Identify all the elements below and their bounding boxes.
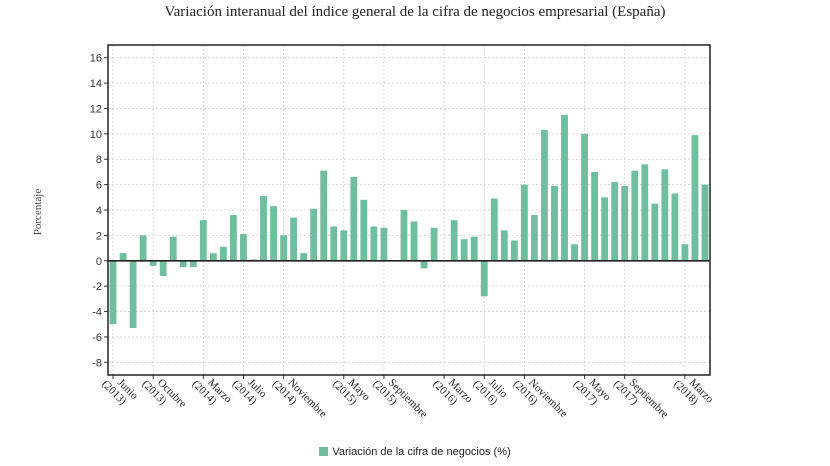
bar <box>701 184 709 261</box>
bar <box>460 239 468 261</box>
y-tick-label: 14 <box>90 78 102 90</box>
bar <box>330 226 338 261</box>
bar <box>290 217 298 261</box>
bar <box>591 171 599 261</box>
bar <box>270 206 277 261</box>
bar <box>470 236 478 261</box>
y-tick-label: 12 <box>90 103 102 115</box>
y-tick-label: 16 <box>90 53 102 65</box>
bar <box>581 133 588 261</box>
y-tick-label: 6 <box>96 180 102 192</box>
x-tick-label: Marzo(2018) <box>671 377 716 408</box>
bar <box>139 235 147 261</box>
bar <box>480 260 488 297</box>
bar <box>500 230 508 261</box>
bar <box>340 230 348 261</box>
bar <box>310 208 318 261</box>
y-tick-label: 2 <box>96 230 102 242</box>
x-tick-label: Marzo(2016) <box>430 377 475 408</box>
bar <box>169 236 177 261</box>
y-tick-label: 4 <box>96 205 102 217</box>
bar <box>661 169 669 261</box>
bar <box>320 170 328 261</box>
y-tick-label: -6 <box>92 332 102 344</box>
bar <box>179 260 187 268</box>
bar <box>601 197 609 261</box>
bar <box>571 244 578 261</box>
bar <box>651 203 659 261</box>
bar <box>109 260 117 325</box>
bar <box>541 130 548 261</box>
y-tick-label: 0 <box>96 256 102 268</box>
x-tick-label: Mayo(2015) <box>330 377 373 408</box>
x-tick-label: Octubre(2013) <box>139 377 188 411</box>
legend-swatch <box>319 447 329 456</box>
bar <box>561 114 568 261</box>
bar <box>350 177 358 261</box>
bar <box>149 260 157 266</box>
bar <box>621 185 629 261</box>
bar <box>219 246 227 261</box>
y-tick-label: 8 <box>96 154 102 166</box>
bar <box>380 227 388 261</box>
bar <box>420 260 428 269</box>
bar <box>199 220 207 261</box>
bar <box>240 234 247 261</box>
bar <box>300 253 308 261</box>
bar <box>641 164 649 261</box>
y-tick-label: -4 <box>92 307 102 319</box>
x-tick-label: Mayo(2017) <box>571 377 614 408</box>
x-tick-label: Septiembre(2017) <box>611 377 671 421</box>
bar <box>681 244 689 261</box>
bar <box>119 253 127 261</box>
bar <box>280 235 287 261</box>
bar-chart: 16 14 12 10 8 6 4 2 0 -2 -4 -6 -8 Junio(2013) Octubre(… <box>90 44 716 421</box>
x-tick-label: Marzo(2014) <box>190 377 235 408</box>
bar <box>189 260 197 268</box>
bar <box>631 170 639 261</box>
legend-label: Variación de la cifra de negocios (%) <box>332 446 511 458</box>
bar <box>531 215 538 261</box>
bar <box>159 260 167 276</box>
x-tick-label: Noviembre(2016) <box>511 377 570 421</box>
x-tick-label: Septiembre(2015) <box>370 377 430 421</box>
bar <box>400 210 408 261</box>
bar <box>230 215 237 261</box>
bar <box>370 226 378 261</box>
y-tick-label: 10 <box>90 129 102 141</box>
bar <box>671 193 679 261</box>
chart-title: Variación interanual del índice general … <box>164 4 666 20</box>
bar <box>520 184 528 261</box>
bar <box>551 185 558 261</box>
bar <box>360 199 368 261</box>
bar <box>260 196 267 261</box>
bar <box>611 182 619 261</box>
bar <box>430 227 438 261</box>
y-tick-label: -8 <box>92 357 102 369</box>
bar <box>490 198 498 261</box>
bar <box>510 240 518 261</box>
bar <box>129 260 137 329</box>
x-tick-label: Noviembre(2014) <box>270 377 329 421</box>
legend: Variación de la cifra de negocios (%) <box>0 446 830 458</box>
y-tick-label: -2 <box>92 281 102 293</box>
x-tick-label: Junio(2013) <box>99 377 140 408</box>
bar <box>209 253 217 261</box>
bar <box>410 221 418 261</box>
plot-frame <box>107 44 711 376</box>
bar <box>450 220 458 261</box>
bar <box>691 135 699 261</box>
